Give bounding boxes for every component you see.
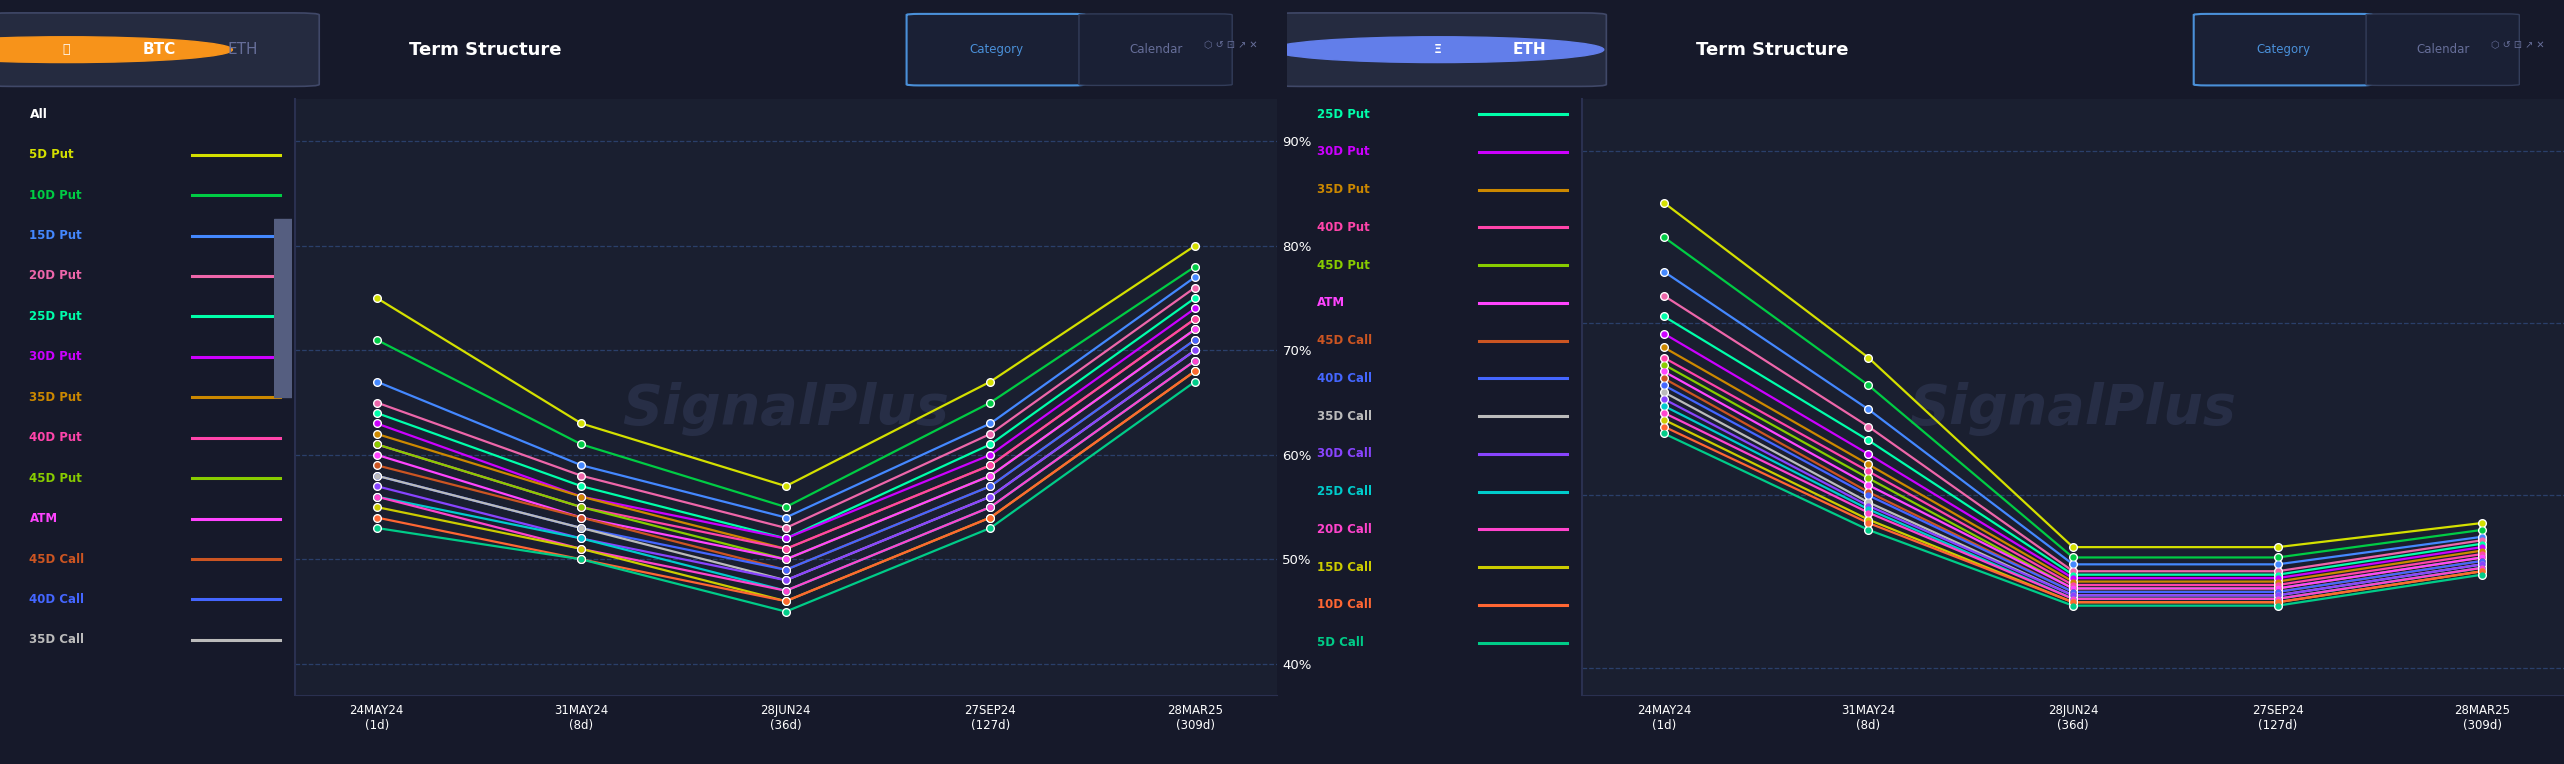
Text: Category: Category xyxy=(2256,43,2310,57)
Text: 20D Put: 20D Put xyxy=(31,270,82,283)
Text: BTC: BTC xyxy=(1344,42,1372,57)
Text: ⬡ ↺ ⊡ ↗ ✕: ⬡ ↺ ⊡ ↗ ✕ xyxy=(2492,40,2546,50)
Text: Term Structure: Term Structure xyxy=(410,40,562,59)
Text: 40D Call: 40D Call xyxy=(31,593,85,606)
Text: SignalPlus: SignalPlus xyxy=(623,382,949,436)
Text: ₿: ₿ xyxy=(62,43,69,57)
Text: All: All xyxy=(31,108,46,121)
FancyBboxPatch shape xyxy=(0,13,320,86)
FancyBboxPatch shape xyxy=(1274,13,1605,86)
Text: Category: Category xyxy=(969,43,1023,57)
Text: Calendar: Calendar xyxy=(2415,43,2469,57)
Text: 10D Call: 10D Call xyxy=(1318,598,1372,611)
Circle shape xyxy=(0,37,233,63)
Text: SignalPlus: SignalPlus xyxy=(1910,382,2236,436)
Text: 30D Put: 30D Put xyxy=(31,351,82,364)
Text: 45D Put: 45D Put xyxy=(31,471,82,484)
Text: 25D Call: 25D Call xyxy=(1318,485,1372,498)
Text: 10D Put: 10D Put xyxy=(31,189,82,202)
FancyBboxPatch shape xyxy=(908,14,1085,86)
Text: ⬡ ↺ ⊡ ↗ ✕: ⬡ ↺ ⊡ ↗ ✕ xyxy=(1205,40,1259,50)
Text: BTC: BTC xyxy=(144,42,177,57)
Text: ATM: ATM xyxy=(31,512,56,525)
FancyBboxPatch shape xyxy=(1079,14,1233,86)
Text: ATM: ATM xyxy=(1318,296,1344,309)
Text: Ξ: Ξ xyxy=(1433,43,1441,57)
Text: 35D Put: 35D Put xyxy=(31,390,82,404)
Text: 15D Call: 15D Call xyxy=(1318,561,1372,574)
Text: 45D Put: 45D Put xyxy=(1318,259,1369,272)
Text: 30D Call: 30D Call xyxy=(1318,448,1372,461)
Text: ETH: ETH xyxy=(1513,42,1546,57)
Text: ETH: ETH xyxy=(228,42,259,57)
Text: 20D Call: 20D Call xyxy=(1318,523,1372,536)
Text: 45D Call: 45D Call xyxy=(31,552,85,565)
Circle shape xyxy=(1272,37,1605,63)
Text: 40D Call: 40D Call xyxy=(1318,372,1372,385)
Text: 30D Put: 30D Put xyxy=(1318,145,1369,158)
Text: 40D Put: 40D Put xyxy=(1318,221,1369,234)
Text: 45D Call: 45D Call xyxy=(1318,334,1372,347)
Text: 35D Call: 35D Call xyxy=(31,633,85,646)
Text: Calendar: Calendar xyxy=(1128,43,1182,57)
Text: 15D Put: 15D Put xyxy=(31,229,82,242)
Text: 40D Put: 40D Put xyxy=(31,431,82,444)
Bar xyxy=(274,219,292,397)
Text: 5D Put: 5D Put xyxy=(31,148,74,161)
Text: 5D Call: 5D Call xyxy=(1318,636,1364,649)
FancyBboxPatch shape xyxy=(2367,14,2520,86)
Text: 25D Put: 25D Put xyxy=(31,310,82,323)
Text: 35D Put: 35D Put xyxy=(1318,183,1369,196)
Text: 35D Call: 35D Call xyxy=(1318,410,1372,422)
Text: Term Structure: Term Structure xyxy=(1697,40,1849,59)
FancyBboxPatch shape xyxy=(2195,14,2372,86)
Text: 25D Put: 25D Put xyxy=(1318,108,1369,121)
